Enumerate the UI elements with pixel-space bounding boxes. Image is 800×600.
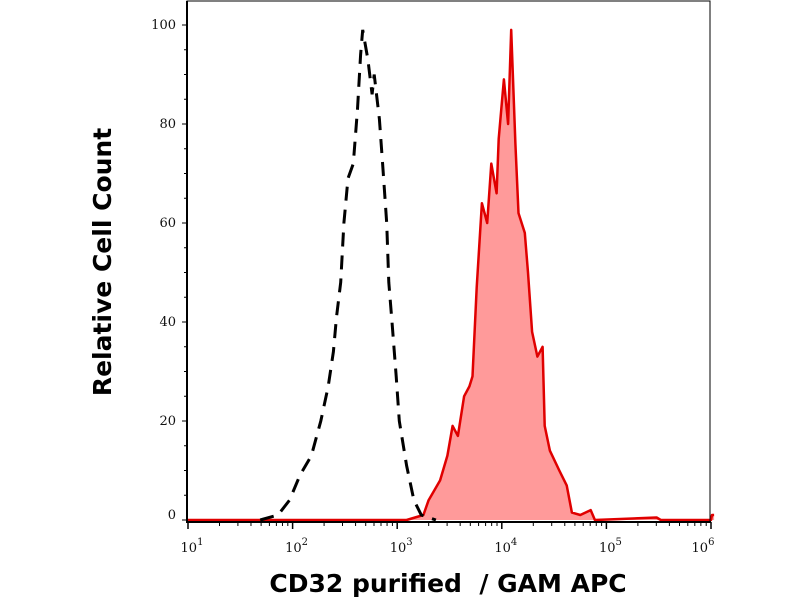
x-tick-label: 101 [181,537,204,556]
series-line-1 [188,28,715,522]
y-tick-label: 100 [151,18,176,33]
x-tick-label: 106 [692,537,715,556]
x-tick-label: 105 [599,537,622,556]
x-tick-label: 104 [494,537,517,556]
y-tick-label: 20 [159,414,176,429]
x-axis-title: CD32 purified / GAM APC [269,569,626,598]
x-tick-label: 102 [285,537,308,556]
y-tick-label: 40 [159,315,176,330]
y-tick-label: 80 [159,117,176,132]
ticks-layer: 0 20 40 60 80 100 101 102 103 104 105 106 [151,18,714,556]
x-tick-label: 103 [390,537,413,556]
y-tick-label: 60 [159,216,176,231]
y-axis-title: Relative Cell Count [88,128,117,396]
series-line-0 [259,29,437,522]
series-layer [188,28,715,522]
series-fill-1 [188,29,715,521]
y-tick-label: 0 [168,508,176,523]
